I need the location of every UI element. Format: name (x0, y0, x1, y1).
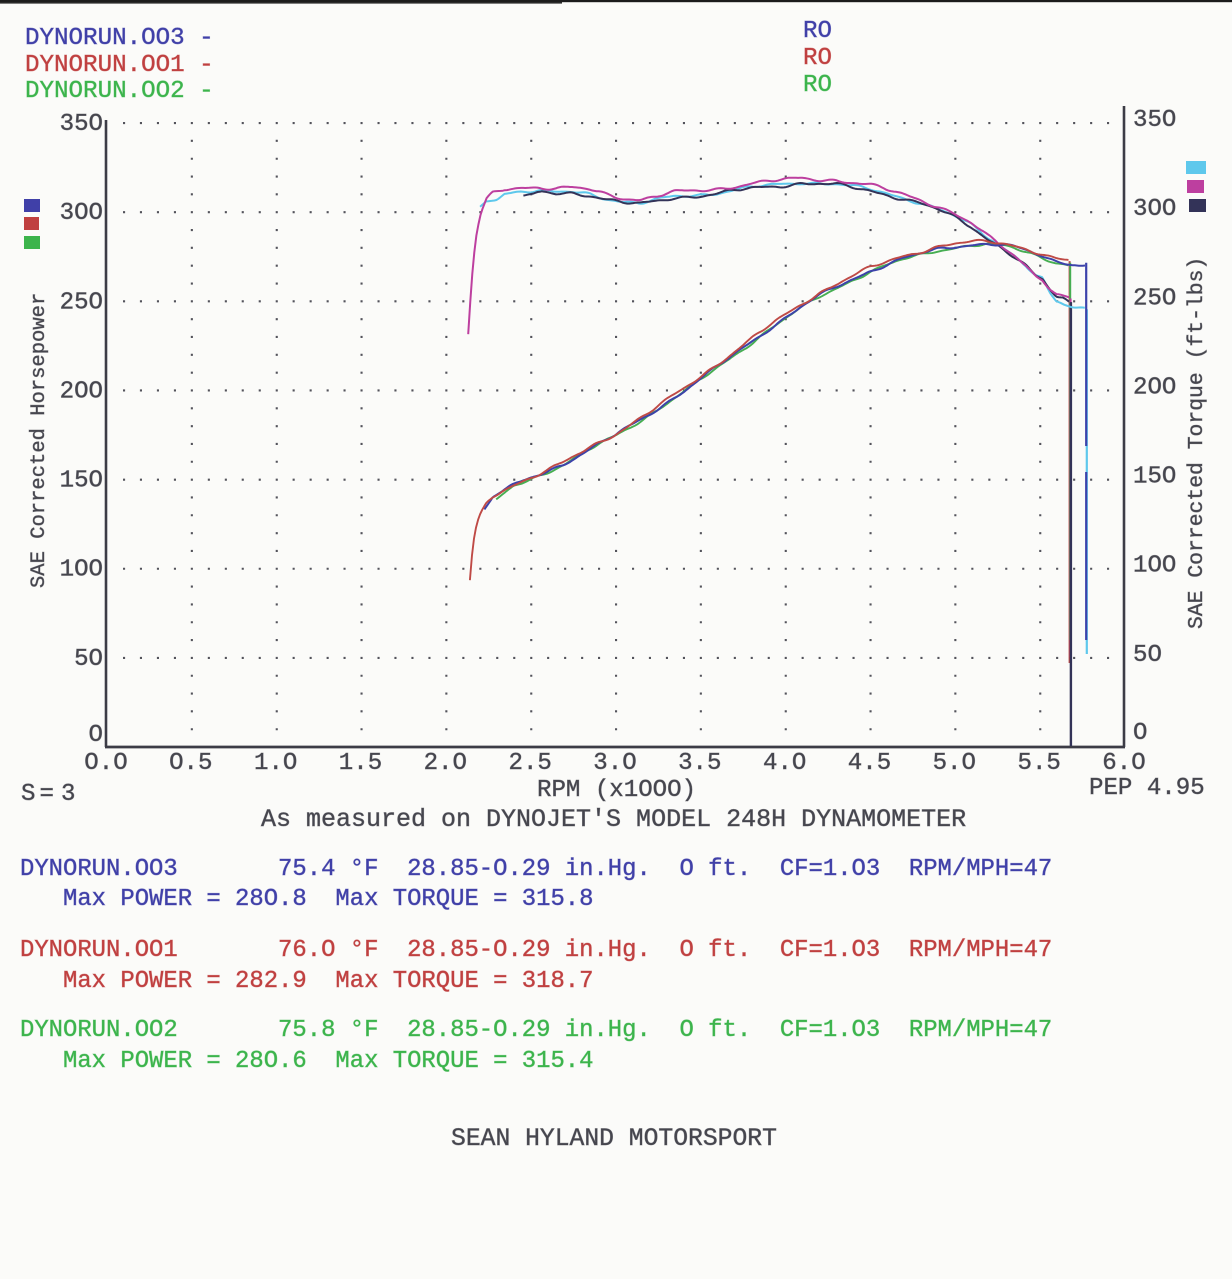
svg-text:1OO: 1OO (1133, 553, 1176, 580)
svg-text:3.5: 3.5 (678, 750, 721, 777)
svg-text:DYNORUN.OO3 75.4 °F 28.: DYNORUN.OO3 75.4 °F 28.85-O.29 in.Hg. O … (20, 856, 1052, 883)
svg-text:O.5: O.5 (169, 750, 212, 777)
svg-text:5.5: 5.5 (1018, 750, 1061, 777)
svg-text:35O: 35O (60, 111, 103, 138)
svg-text:3OO: 3OO (1133, 196, 1176, 223)
svg-text:25O: 25O (1133, 285, 1176, 312)
svg-text:DYNORUN.OO1 76.O °F 28.: DYNORUN.OO1 76.O °F 28.85-O.29 in.Hg. O … (20, 937, 1052, 964)
svg-text:DYNORUN.OO2 75.8 °F 28.: DYNORUN.OO2 75.8 °F 28.85-O.29 in.Hg. O … (20, 1017, 1052, 1044)
svg-text:O.O: O.O (84, 750, 127, 777)
svg-text:RO: RO (803, 18, 832, 45)
svg-text:RO: RO (803, 72, 832, 99)
svg-text:SEAN HYLAND MOTORSPORT: SEAN HYLAND MOTORSPORT (451, 1125, 777, 1153)
svg-text:Max POWER = 282.9 Max TORQUE: Max POWER = 282.9 Max TORQUE = 318.7 (20, 968, 593, 995)
svg-text:35O: 35O (1133, 107, 1176, 134)
svg-text:5O: 5O (1133, 642, 1162, 669)
svg-text:2OO: 2OO (60, 378, 103, 405)
svg-text:PEP 4.95: PEP 4.95 (1089, 775, 1205, 802)
svg-text:DYNORUN.OO3 -: DYNORUN.OO3 - (25, 25, 214, 52)
svg-text:As measured on DYNOJET'S MODEL: As measured on DYNOJET'S MODEL 248H DYNA… (261, 805, 966, 834)
svg-text:RO: RO (803, 45, 832, 72)
svg-text:5.O: 5.O (933, 750, 976, 777)
svg-text:O: O (89, 722, 103, 749)
svg-text:3OO: 3OO (60, 200, 103, 227)
svg-text:6.O: 6.O (1102, 750, 1145, 777)
svg-text:1OO: 1OO (60, 557, 103, 584)
svg-text:25O: 25O (60, 289, 103, 316)
svg-text:2.5: 2.5 (509, 750, 552, 777)
svg-text:1.5: 1.5 (339, 750, 382, 777)
svg-text:=: = (40, 781, 54, 808)
svg-text:4.O: 4.O (763, 750, 806, 777)
svg-text:15O: 15O (60, 468, 103, 495)
svg-text:1.O: 1.O (254, 750, 297, 777)
svg-text:SAE Corrected Horsepower: SAE Corrected Horsepower (28, 293, 51, 588)
svg-text:3.O: 3.O (593, 750, 636, 777)
svg-text:DYNORUN.OO2 -: DYNORUN.OO2 - (25, 78, 214, 105)
svg-text:5O: 5O (74, 646, 103, 673)
svg-text:S: S (21, 781, 35, 808)
svg-text:2.O: 2.O (424, 750, 467, 777)
svg-text:Max POWER = 28O.8 Max TORQUE: Max POWER = 28O.8 Max TORQUE = 315.8 (20, 886, 593, 913)
svg-text:O: O (1133, 720, 1147, 747)
svg-text:3: 3 (61, 781, 75, 808)
svg-text:SAE Corrected Torque (ft-lbs): SAE Corrected Torque (ft-lbs) (1185, 257, 1209, 629)
svg-text:Max POWER = 28O.6 Max TORQUE: Max POWER = 28O.6 Max TORQUE = 315.4 (20, 1048, 593, 1075)
svg-text:2OO: 2OO (1133, 374, 1176, 401)
svg-text:RPM (x1OOO): RPM (x1OOO) (537, 777, 696, 804)
svg-text:15O: 15O (1133, 464, 1176, 491)
svg-text:4.5: 4.5 (848, 750, 891, 777)
svg-text:DYNORUN.OO1 -: DYNORUN.OO1 - (25, 52, 214, 79)
